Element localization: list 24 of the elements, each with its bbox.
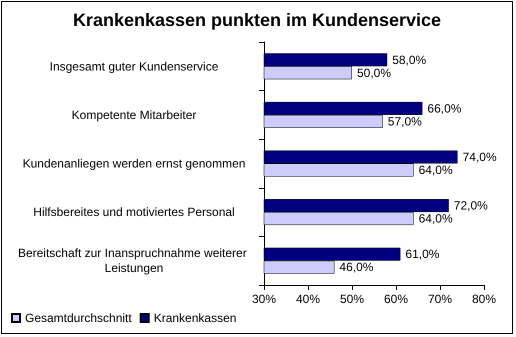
data-label: 61,0% — [405, 247, 440, 262]
x-tick-label: 30% — [252, 292, 276, 306]
x-tick-label: 40% — [296, 292, 320, 306]
x-tick-label: 60% — [384, 292, 408, 306]
legend-label: Gesamtdurchschnitt — [25, 311, 132, 325]
x-tick-label: 80% — [472, 292, 496, 306]
y-tick-label: Hilfsbereites und motiviertes Personal — [33, 205, 235, 220]
x-tick-label: 70% — [428, 292, 452, 306]
y-tick-label: Kundenanliegen werden ernst genommen — [22, 156, 246, 170]
data-label: 46,0% — [339, 260, 374, 274]
x-tick-label: 50% — [340, 292, 364, 306]
data-label: 64,0% — [418, 212, 453, 226]
data-label: 74,0% — [462, 150, 497, 164]
y-tick-label: Insgesamt guter Kundenservice — [50, 59, 219, 74]
data-label: 50,0% — [357, 66, 392, 80]
chart-title: Krankenkassen punkten im Kundenservice — [72, 10, 442, 30]
data-label: 57,0% — [388, 114, 422, 128]
data-label: 58,0% — [392, 52, 427, 67]
y-tick-label: Kompetente Mitarbeiter — [72, 108, 196, 122]
data-label: 64,0% — [418, 163, 453, 177]
data-label: 66,0% — [427, 101, 462, 116]
y-tick-label: Bereitschaft zur Inanspruchnahme weiterer Leistungen — [18, 246, 250, 276]
legend-label: Krankenkassen — [154, 311, 236, 325]
data-label: 72,0% — [454, 198, 488, 213]
